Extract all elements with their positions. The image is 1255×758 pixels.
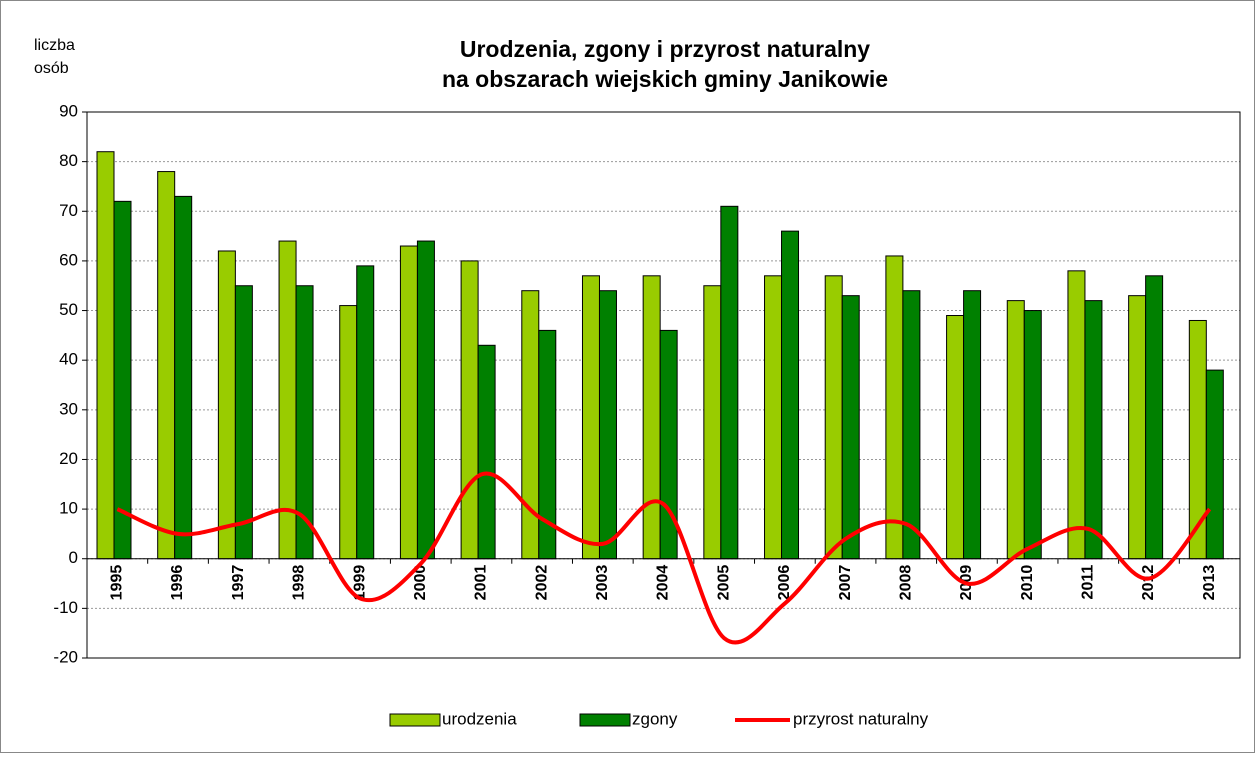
bar [1084,300,1103,560]
bar [460,260,479,560]
bar [157,171,176,560]
y-tick-label: 10 [59,499,78,518]
bar [720,205,739,560]
y-tick-label: 40 [59,350,78,369]
x-tick-label: 1996 [169,565,186,601]
bar [96,151,115,560]
x-tick-label: 1998 [291,565,308,601]
y-tick-label: 80 [59,151,78,170]
chart-title: Urodzenia, zgony i przyrost naturalny [460,36,870,62]
y-axis-label: osób [34,60,69,77]
bar [946,315,965,560]
bar [581,275,600,560]
legend-swatch [389,713,441,727]
bar [477,344,496,560]
x-tick-label: 1995 [109,565,126,601]
x-tick-label: 2013 [1201,565,1218,601]
bar [356,265,375,560]
bar [885,255,904,560]
y-tick-label: -20 [53,647,78,666]
y-tick-label: 90 [59,101,78,120]
x-tick-label: 2001 [473,565,490,601]
x-tick-label: 2000 [412,565,429,601]
bar [642,275,661,560]
x-tick-label: 1999 [351,565,368,601]
bar [416,240,435,560]
x-tick-label: 2005 [715,565,732,601]
bar [1128,295,1147,560]
bar [781,230,800,560]
legend-label: zgony [632,709,678,728]
bar [1067,270,1086,560]
bar [339,305,358,560]
x-tick-label: 2011 [1080,565,1097,600]
y-tick-label: 20 [59,449,78,468]
chart-title: na obszarach wiejskich gminy Janikowie [442,66,888,92]
y-tick-label: 0 [69,548,78,567]
legend-label: urodzenia [442,709,517,728]
plot-border [86,111,1241,659]
legend-swatch [579,713,631,727]
x-tick-label: 2010 [1019,565,1036,601]
bar [1145,275,1164,560]
x-tick-label: 2002 [533,565,550,601]
bar [1006,300,1025,560]
bar [764,275,783,560]
x-tick-label: 2007 [837,565,854,601]
y-tick-label: 30 [59,399,78,418]
bar [113,200,132,560]
bar [963,290,982,560]
bar [1205,369,1224,560]
bar [598,290,617,560]
y-tick-label: -10 [53,598,78,617]
bar [902,290,921,560]
bar [174,195,193,560]
x-tick-label: 1997 [230,565,247,601]
line [116,471,1212,645]
y-tick-label: 50 [59,300,78,319]
y-axis-label: liczba [34,37,75,54]
y-tick-label: 60 [59,250,78,269]
bar [399,245,418,560]
x-tick-label: 2008 [897,565,914,601]
bar [841,295,860,560]
bar [824,275,843,560]
bar [217,250,236,560]
x-tick-label: 2012 [1140,565,1157,601]
x-tick-label: 2006 [776,565,793,601]
x-tick-label: 2004 [655,565,672,601]
bar [521,290,540,560]
x-tick-label: 2003 [594,565,611,601]
legend-label: przyrost naturalny [793,709,929,728]
bar [234,285,253,560]
bar [1023,310,1042,560]
y-tick-label: 70 [59,201,78,220]
bar [703,285,722,560]
